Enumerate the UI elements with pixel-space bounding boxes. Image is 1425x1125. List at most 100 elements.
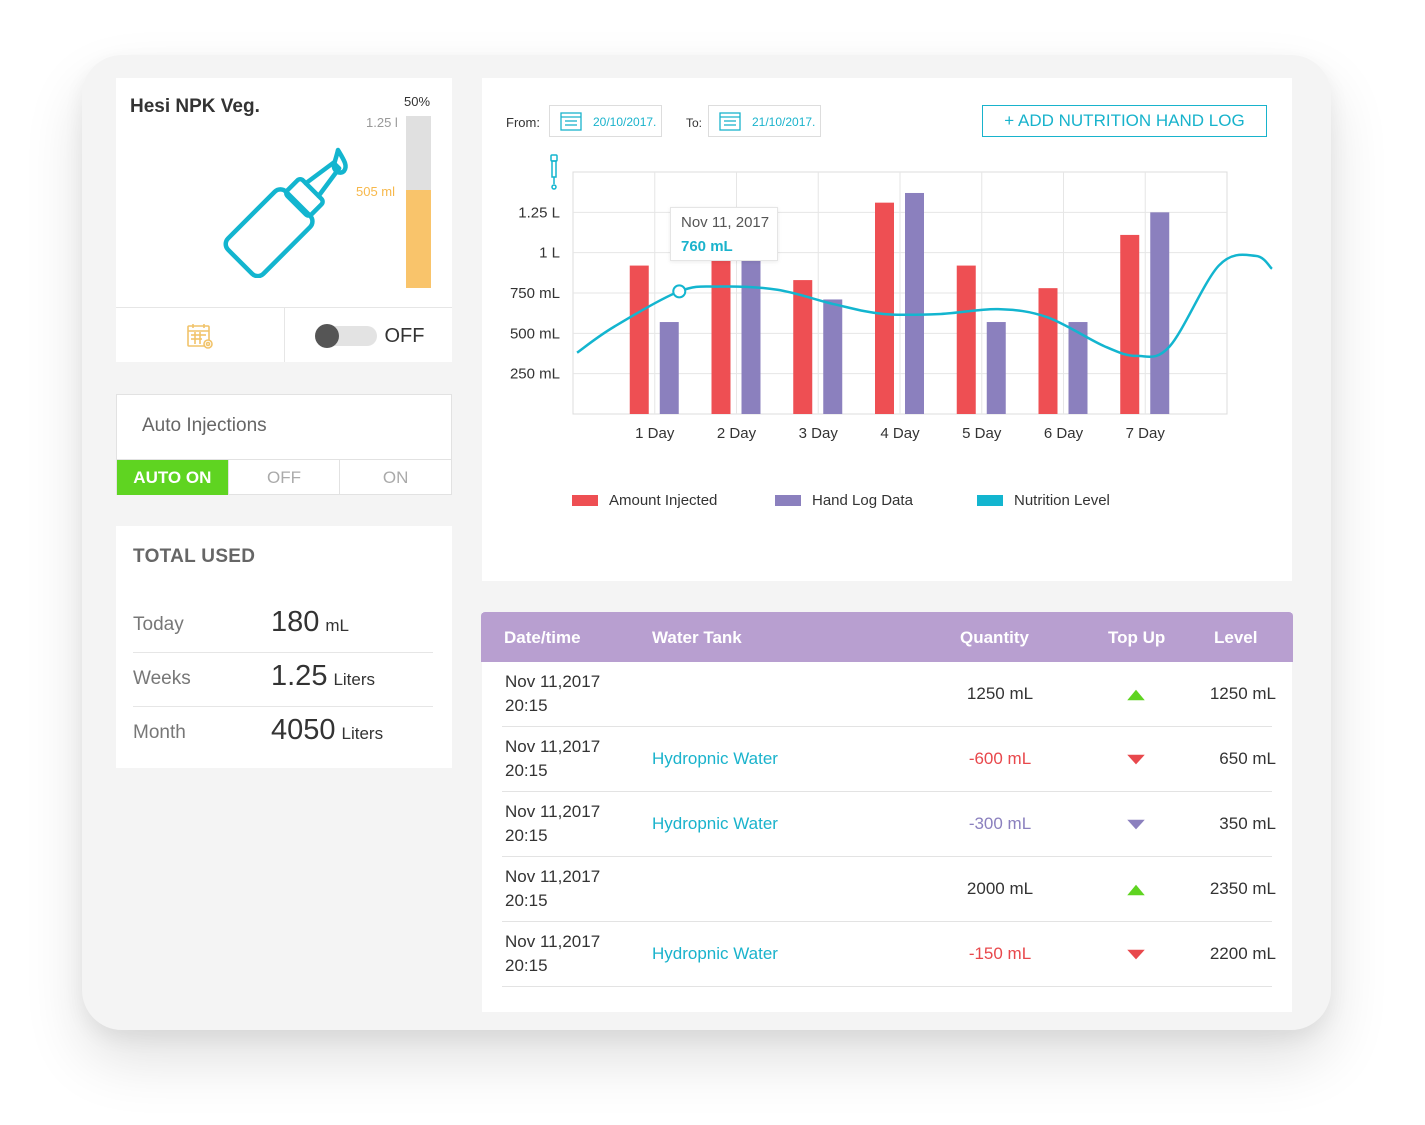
header-water-tank: Water Tank [652, 628, 742, 647]
product-footer: OFF [116, 307, 452, 362]
dropper-icon [550, 154, 558, 190]
bar-amount-injected [1038, 288, 1058, 414]
total-row-today: Today 180 mL [133, 600, 433, 653]
power-toggle[interactable] [314, 324, 377, 348]
tooltip-value: 760 mL [681, 238, 733, 255]
nutrient-bottle-icon [223, 147, 348, 278]
header-quantity: Quantity [960, 628, 1029, 647]
x-tick-label: 3 Day [799, 425, 839, 442]
legend-swatch [775, 495, 801, 506]
total-row-value: 1.25 Liters [271, 660, 376, 692]
x-tick-label: 6 Day [1044, 425, 1084, 442]
bar-amount-injected [956, 265, 976, 414]
bar-hand-log-data [986, 322, 1006, 414]
log-table: Date/time Water Tank Quantity Top Up Lev… [481, 612, 1293, 1012]
y-tick-label: 750 mL [510, 285, 560, 302]
toggle-knob [314, 324, 339, 348]
bar-amount-injected [711, 252, 731, 414]
bar-amount-injected [629, 265, 649, 414]
on-button[interactable]: ON [339, 460, 451, 495]
gauge-current-label: 505 ml [356, 184, 396, 199]
chart-tooltip: Nov 11, 2017 760 mL [670, 207, 778, 261]
total-row-label: Weeks [133, 668, 191, 689]
bar-hand-log-data [823, 299, 843, 414]
cell-time: 20:15 [505, 826, 548, 845]
calendar-settings-icon[interactable] [186, 322, 214, 350]
cell-level: 650 mL [1219, 749, 1276, 768]
bar-hand-log-data [1068, 322, 1088, 414]
cell-date-time: Nov 11,2017 20:15 [505, 865, 600, 913]
power-toggle-cell: OFF [283, 308, 453, 362]
cell-quantity: -600 mL [968, 749, 1032, 768]
cell-date: Nov 11,2017 [505, 672, 601, 691]
product-title: Hesi NPK Veg. [130, 96, 260, 117]
cell-water-tank: Hydropnic Water [652, 749, 778, 768]
cell-quantity: -300 mL [968, 814, 1032, 833]
level-gauge [406, 116, 431, 288]
legend-label: Amount Injected [609, 492, 718, 509]
table-row[interactable]: Nov 11,2017 20:15 Hydropnic Water -300 mL 35… [502, 792, 1276, 857]
auto-injections-card: Auto Injections AUTO ON OFF ON [116, 394, 452, 495]
add-nutrition-hand-log-button[interactable]: + ADD NUTRITION HAND LOG [982, 105, 1267, 137]
x-tick-label: 7 Day [1126, 425, 1166, 442]
cell-level: 1250 mL [1209, 684, 1276, 703]
legend-item-hand-log-data: Hand Log Data [775, 492, 913, 509]
bar-hand-log-data [659, 322, 679, 414]
auto-injections-segmented-control: AUTO ON OFF ON [117, 459, 451, 495]
x-tick-label: 5 Day [962, 425, 1002, 442]
cell-time: 20:15 [505, 956, 548, 975]
table-row[interactable]: Nov 11,2017 20:15 2000 mL 2350 mL [502, 857, 1276, 922]
highlighted-point [672, 284, 687, 299]
cell-level: 2350 mL [1209, 879, 1276, 898]
legend-swatch [977, 495, 1003, 506]
header-date-time: Date/time [504, 628, 581, 647]
total-row-value: 4050 Liters [271, 714, 384, 746]
arrow-down-icon [1127, 754, 1145, 765]
table-header: Date/time Water Tank Quantity Top Up Lev… [481, 612, 1293, 662]
table-row[interactable]: Nov 11,2017 20:15 1250 mL 1250 mL [502, 662, 1276, 727]
y-tick-label: 500 mL [510, 325, 560, 342]
cell-time: 20:15 [505, 761, 548, 780]
bar-hand-log-data [1150, 212, 1170, 414]
auto-injections-title: Auto Injections [142, 415, 267, 436]
header-top-up: Top Up [1108, 628, 1166, 647]
bar-hand-log-data [905, 192, 924, 414]
bar-amount-injected [793, 280, 813, 414]
cell-water-tank: Hydropnic Water [652, 814, 778, 833]
product-card: Hesi NPK Veg. 50% 1.25 l 505 ml [116, 78, 452, 362]
x-tick-label: 4 Day [880, 425, 920, 442]
arrow-up-icon [1127, 884, 1145, 896]
nutrition-chart: 1.25 L 1 L 750 mL 500 mL 250 mL 1 Day 2 Day 3 D… [510, 154, 1273, 442]
toggle-label: OFF [384, 325, 425, 347]
legend-label: Hand Log Data [812, 492, 913, 509]
total-row-label: Today [133, 614, 184, 635]
tooltip-date: Nov 11, 2017 [681, 214, 770, 231]
total-row-value: 180 mL [271, 606, 350, 638]
cell-level: 350 mL [1219, 814, 1276, 833]
auto-on-button[interactable]: AUTO ON [117, 460, 228, 495]
cell-quantity: -150 mL [968, 944, 1032, 963]
to-date-value: 21/10/2017. [752, 115, 816, 129]
table-row[interactable]: Nov 11,2017 20:15 Hydropnic Water -600 mL 65… [502, 727, 1276, 792]
total-row-weeks: Weeks 1.25 Liters [133, 654, 433, 707]
table-row[interactable]: Nov 11,2017 20:15 Hydropnic Water -150 mL 22… [502, 922, 1276, 987]
off-button[interactable]: OFF [227, 460, 340, 495]
legend-item-amount-injected: Amount Injected [572, 492, 717, 509]
x-tick-label: 2 Day [717, 425, 757, 442]
y-tick-label: 250 mL [510, 366, 560, 383]
to-label: To: [686, 116, 703, 130]
from-date-picker[interactable]: 20/10/2017. [549, 105, 662, 137]
cell-date: Nov 11,2017 [505, 802, 601, 821]
bar-hand-log-data [741, 259, 761, 414]
header-level: Level [1214, 628, 1258, 647]
to-date-picker[interactable]: 21/10/2017. [708, 105, 821, 137]
from-date-value: 20/10/2017. [593, 115, 657, 129]
cell-date-time: Nov 11,2017 20:15 [505, 930, 600, 978]
legend-label: Nutrition Level [1014, 492, 1110, 509]
schedule-cell[interactable] [116, 308, 284, 362]
total-used-title: TOTAL USED [133, 546, 256, 567]
cell-level: 2200 mL [1209, 944, 1276, 963]
total-used-card: TOTAL USED Today 180 mL Weeks 1.25 Liters … [116, 526, 452, 768]
nutrition-level-line [576, 253, 1273, 359]
gauge-max-label: 1.25 l [366, 115, 398, 130]
